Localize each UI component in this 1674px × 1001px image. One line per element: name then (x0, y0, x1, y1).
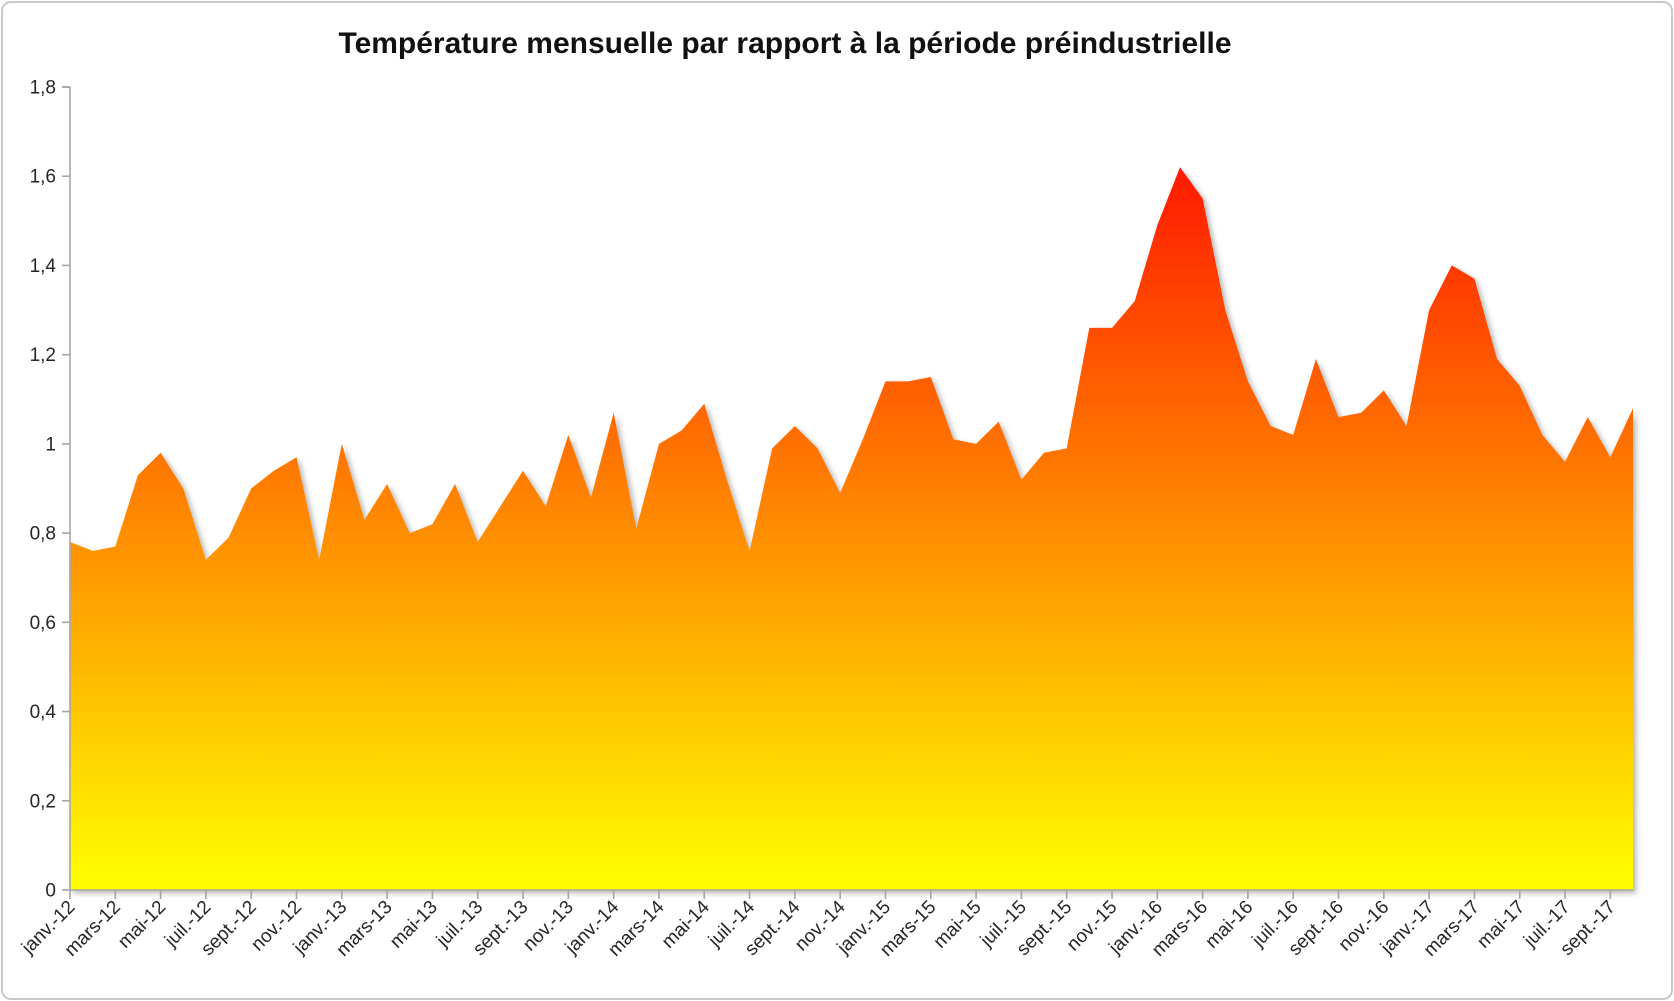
x-tick-label: mai-12 (114, 897, 170, 953)
x-tick-label: mai-17 (1473, 897, 1529, 953)
chart-title: Température mensuelle par rapport à la p… (338, 27, 1231, 60)
y-tick-label: 1,8 (30, 78, 56, 99)
y-tick-label: 1,6 (30, 167, 56, 188)
y-tick-label: 1,2 (30, 345, 56, 366)
area-series-layer (70, 167, 1633, 891)
y-tick-label: 0 (45, 881, 56, 902)
x-tick-label: mai-16 (1202, 897, 1258, 953)
x-tick-label: mai-13 (386, 897, 442, 953)
y-tick-label: 0,2 (30, 791, 56, 812)
y-tick-label: 0,6 (30, 613, 56, 634)
x-tick-label: mai-14 (658, 896, 714, 952)
y-tick-label: 0,4 (30, 702, 57, 723)
temperature-area-shape (70, 167, 1633, 891)
y-tick-label: 0,8 (30, 524, 56, 545)
x-tick-label: mai-15 (930, 897, 986, 953)
y-tick-label: 1 (45, 434, 56, 455)
y-tick-label: 1,4 (30, 256, 57, 277)
